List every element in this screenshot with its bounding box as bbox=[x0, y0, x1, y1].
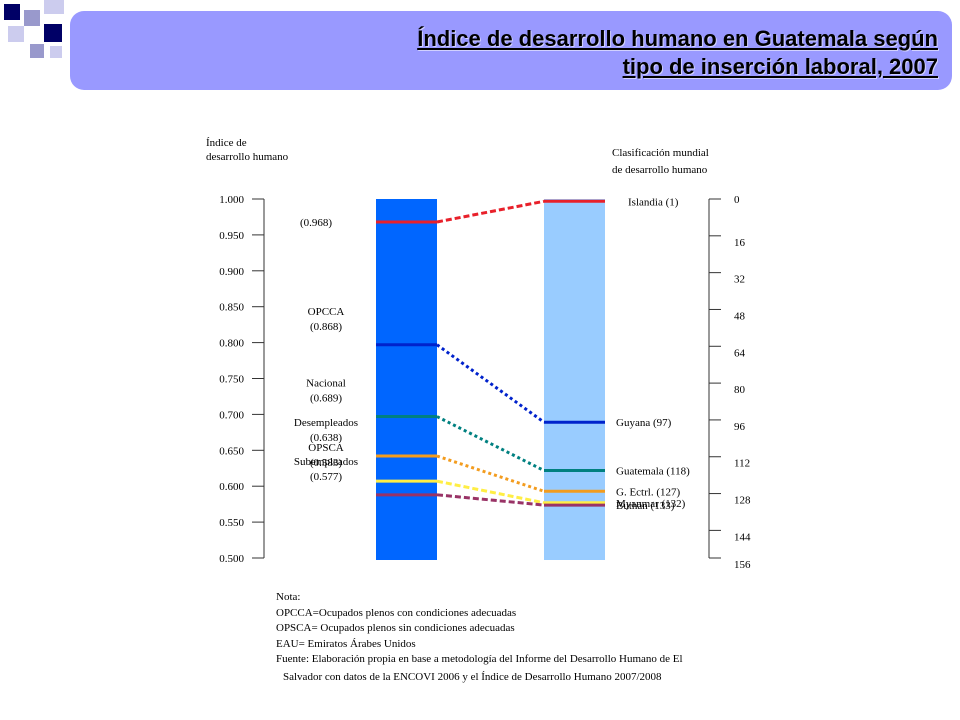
left-axis-label-line2: desarrollo humano bbox=[206, 151, 289, 163]
left-axis-tick-label: 0.700 bbox=[219, 409, 244, 421]
title-line-1: Índice de desarrollo humano en Guatemala… bbox=[417, 26, 938, 51]
series-left-value: (0.577) bbox=[310, 471, 342, 483]
note-source: Fuente: Elaboración propia en base a met… bbox=[276, 653, 683, 665]
series-connector bbox=[436, 479, 545, 505]
series-left-value: (0.868) bbox=[310, 321, 342, 333]
right-axis-tick-label: 64 bbox=[734, 347, 746, 359]
series-left-value: (0.583) bbox=[310, 457, 342, 469]
series-right-label: G. Ectrl. (127) bbox=[616, 486, 680, 498]
series-left-label: Desempleados bbox=[294, 417, 358, 429]
series-connector bbox=[436, 454, 545, 493]
series-left-label: Nacional bbox=[306, 378, 346, 390]
left-axis: 1.000 0.950 0.900 0.850 0.800 0.750 0.700 0.650… bbox=[219, 194, 265, 565]
page-title: Índice de desarrollo humano en Guatemala… bbox=[138, 25, 938, 81]
series-left-value: (0.968) bbox=[300, 217, 332, 229]
left-axis-tick-label: 0.950 bbox=[219, 230, 244, 242]
left-axis-tick-label: 0.800 bbox=[219, 338, 244, 350]
right-axis-tick-label: 128 bbox=[734, 495, 751, 507]
right-axis: 0 16 32 48 64 80 96 112 128 144 156 bbox=[708, 194, 751, 571]
series-left-label: Subempleados bbox=[294, 456, 358, 468]
left-axis-tick-label: 0.550 bbox=[219, 517, 244, 529]
note-eau: EAU= Emiratos Árabes Unidos bbox=[276, 637, 416, 650]
left-axis-tick-label: 0.600 bbox=[219, 481, 244, 493]
series-right-label: Myanmar (132) bbox=[616, 498, 686, 510]
title-line-2: tipo de inserción laboral, 2007 bbox=[622, 54, 938, 79]
note-source-continued: Salvador con datos de la ENCOVI 2006 y e… bbox=[283, 671, 662, 683]
series-connector bbox=[436, 343, 545, 424]
right-axis-tick-label: 32 bbox=[734, 274, 745, 286]
right-axis-label-line2: de desarrollo humano bbox=[612, 164, 708, 176]
right-axis-tick-label: 0 bbox=[734, 194, 740, 206]
left-axis-tick-label: 0.500 bbox=[219, 553, 244, 565]
right-axis-label-line1: Clasificación mundial bbox=[612, 147, 709, 159]
decor-square-lavender-2 bbox=[44, 0, 64, 14]
series-left-value: (0.638) bbox=[310, 432, 342, 444]
left-axis-tick-label: 0.900 bbox=[219, 266, 244, 278]
right-axis-tick-label: 16 bbox=[734, 237, 746, 249]
series-left-value: (0.689) bbox=[310, 393, 342, 405]
left-axis-tick-label: 0.750 bbox=[219, 374, 244, 386]
right-axis-tick-label: 112 bbox=[734, 458, 750, 470]
right-axis-tick-label: 48 bbox=[734, 310, 746, 322]
decor-square-lavender-4 bbox=[30, 44, 44, 58]
right-column-bar bbox=[544, 199, 605, 560]
right-axis-tick-label: 80 bbox=[734, 384, 746, 396]
decor-square-lavender-5 bbox=[50, 46, 62, 58]
series-group: (0.968) Islandia (1) OPCCA (0.868) Guyana (9… bbox=[294, 196, 690, 512]
series-right-label: Buthán (133) bbox=[616, 500, 675, 512]
note-opsca: OPSCA= Ocupados plenos sin condiciones a… bbox=[276, 622, 515, 634]
series-right-label: Islandia (1) bbox=[628, 196, 679, 208]
decor-square-lavender-1 bbox=[24, 10, 40, 26]
series-connector bbox=[436, 199, 545, 224]
title-banner: Índice de desarrollo humano en Guatemala… bbox=[70, 11, 952, 90]
right-axis-tick-label: 96 bbox=[734, 421, 746, 433]
series-connector bbox=[436, 415, 545, 472]
decor-square-lavender-3 bbox=[8, 26, 24, 42]
left-axis-tick-label: 1.000 bbox=[219, 194, 244, 206]
series-right-label: Guyana (97) bbox=[616, 417, 672, 429]
decor-square-navy-2 bbox=[44, 24, 62, 42]
series-left-label: OPCCA bbox=[308, 306, 345, 318]
left-axis-label-line1: Índice de bbox=[206, 137, 247, 149]
notes: Nota: OPCCA=Ocupados plenos con condicio… bbox=[276, 590, 876, 668]
note-heading: Nota: bbox=[276, 591, 301, 603]
left-column-bar bbox=[376, 199, 437, 560]
note-opcca: OPCCA=Ocupados plenos con condiciones ad… bbox=[276, 606, 517, 619]
series-left-label: OPSCA bbox=[308, 442, 344, 454]
right-axis-tick-label: 144 bbox=[734, 531, 751, 543]
right-axis-tick-label: 156 bbox=[734, 559, 751, 571]
decor-square-navy-1 bbox=[4, 4, 20, 20]
left-axis-tick-label: 0.650 bbox=[219, 445, 244, 457]
series-right-label: Guatemala (118) bbox=[616, 466, 690, 478]
left-axis-tick-label: 0.850 bbox=[219, 302, 244, 314]
